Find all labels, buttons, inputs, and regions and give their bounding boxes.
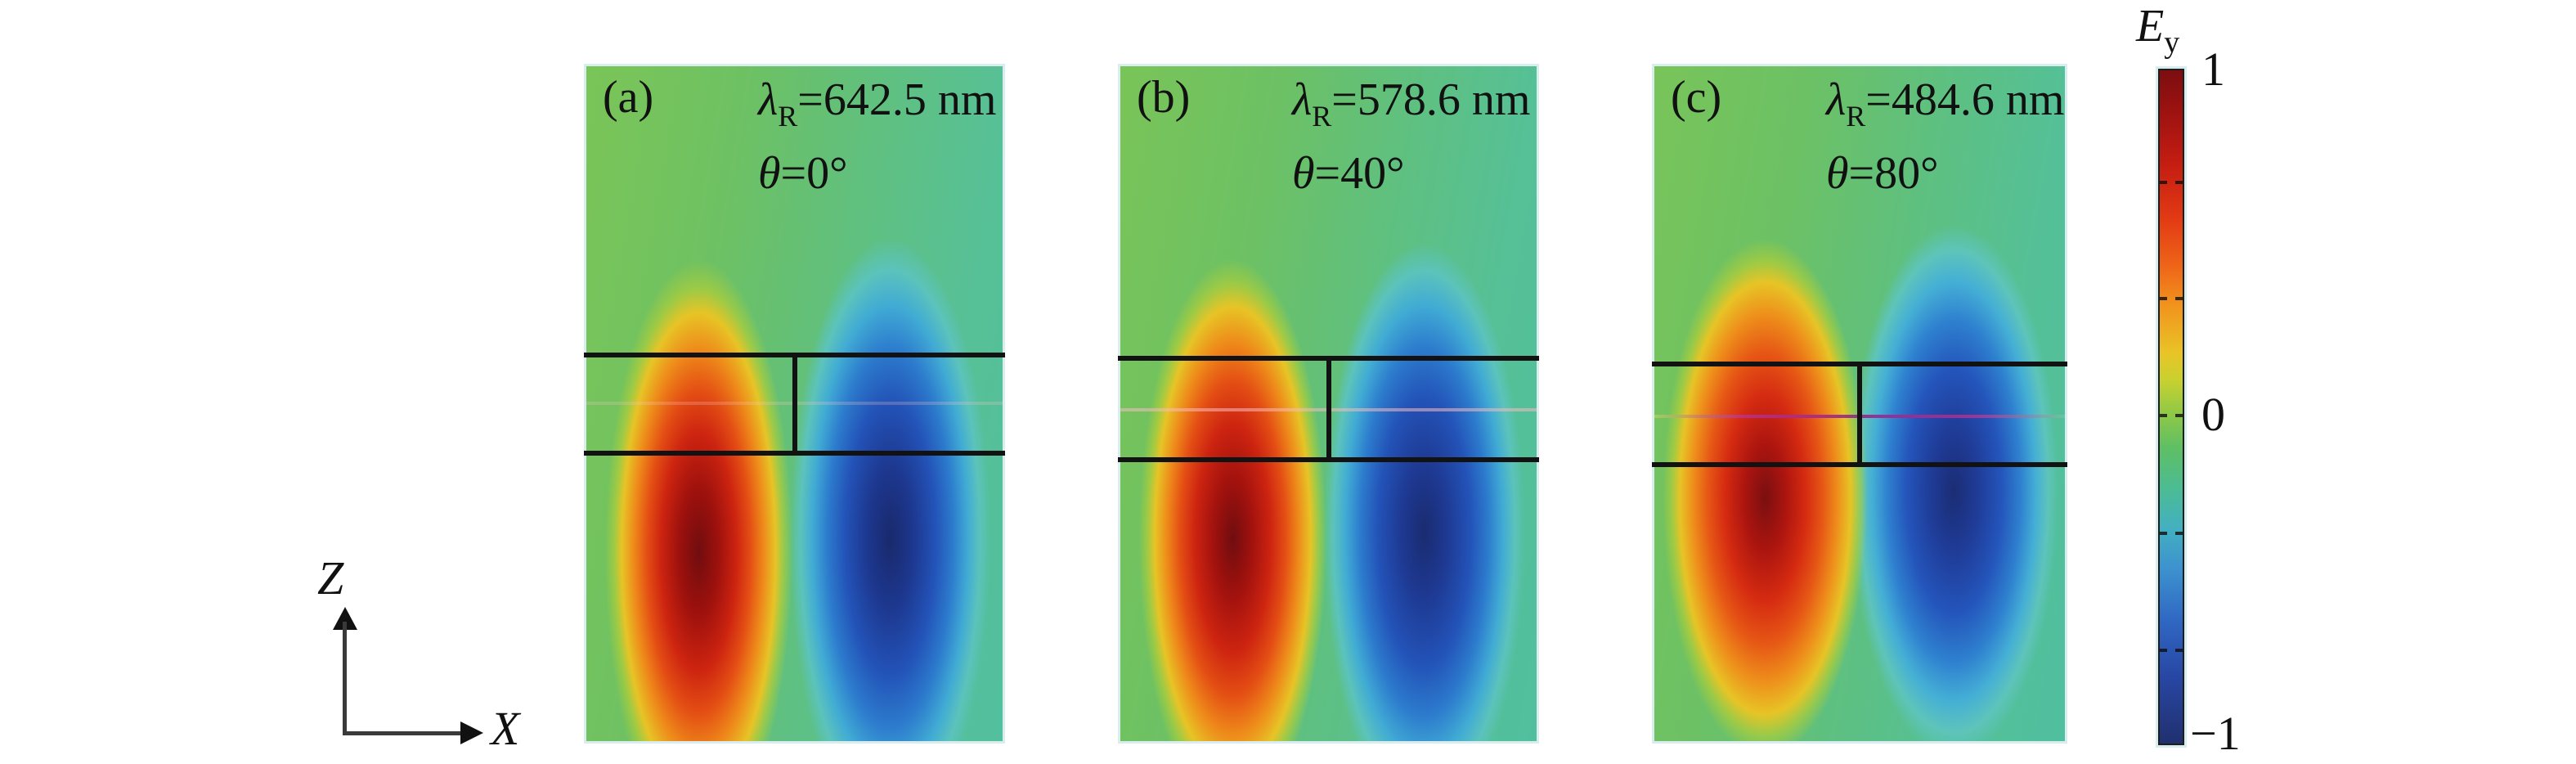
wavelength-annotation: λR=578.6 nm	[1292, 71, 1530, 145]
lambda-value: =484.6 nm	[1865, 74, 2065, 125]
colorbar-tick	[2175, 181, 2183, 184]
lambda-symbol: λ	[1826, 74, 1847, 125]
colorbar-tick	[2160, 297, 2167, 300]
theta-value: =0°	[780, 148, 848, 199]
colorbar-tick	[2175, 649, 2183, 652]
lambda-subscript: R	[778, 100, 798, 133]
colorbar-tick	[2175, 297, 2183, 300]
slab-bottom-boundary	[1118, 457, 1539, 462]
angle-annotation: θ=80°	[1826, 145, 2064, 202]
z-axis-label: Z	[317, 551, 344, 604]
colorbar-tick-label-max: 1	[2201, 43, 2225, 96]
colorbar-tick	[2160, 532, 2167, 535]
lambda-value: =642.5 nm	[797, 74, 997, 125]
theta-value: =80°	[1848, 148, 1939, 199]
lambda-symbol: λ	[758, 74, 779, 125]
lambda-subscript: R	[1312, 100, 1332, 133]
slab-center-divider	[1326, 361, 1331, 457]
theta-value: =40°	[1314, 148, 1405, 199]
colorbar-gradient	[2158, 69, 2184, 745]
panel-label: (a)	[603, 72, 654, 123]
colorbar-tick	[2175, 414, 2183, 417]
colorbar-tick-label-min: −1	[2190, 707, 2241, 760]
colorbar-tick	[2160, 414, 2167, 417]
panel-label: (b)	[1137, 72, 1191, 123]
slab-center-divider	[792, 357, 797, 451]
theta-symbol: θ	[758, 148, 781, 199]
panel-label: (c)	[1671, 72, 1722, 123]
colorbar-title-symbol: E	[2136, 1, 2165, 52]
z-axis-line	[343, 622, 347, 735]
slab-top-boundary	[1652, 362, 2067, 366]
lambda-subscript: R	[1846, 100, 1866, 133]
slab-top-boundary	[584, 353, 1005, 357]
field-panel-b: (b) λR=578.6 nm θ=40°	[1118, 64, 1539, 744]
theta-symbol: θ	[1826, 148, 1849, 199]
field-panel-c: (c) λR=484.6 nm θ=80°	[1652, 64, 2067, 744]
slab-top-boundary	[1118, 356, 1539, 361]
panel-annotation: λR=484.6 nm θ=80°	[1826, 71, 2064, 202]
colorbar-tick-label-zero: 0	[2201, 388, 2225, 441]
x-axis-line	[343, 731, 464, 735]
wavelength-annotation: λR=642.5 nm	[758, 71, 996, 145]
slab-center-divider	[1857, 366, 1862, 462]
colorbar-tick	[2160, 649, 2167, 652]
x-axis-label: X	[491, 702, 520, 755]
lambda-value: =578.6 nm	[1331, 74, 1531, 125]
wavelength-annotation: λR=484.6 nm	[1826, 71, 2064, 145]
colorbar	[2156, 66, 2187, 748]
panel-annotation: λR=642.5 nm θ=0°	[758, 71, 996, 202]
lambda-symbol: λ	[1292, 74, 1313, 125]
colorbar-tick	[2175, 532, 2183, 535]
colorbar-tick	[2160, 181, 2167, 184]
theta-symbol: θ	[1292, 148, 1315, 199]
colorbar-title: Ey	[2136, 3, 2179, 58]
x-axis-arrow-icon	[460, 721, 483, 744]
field-panel-a: (a) λR=642.5 nm θ=0°	[584, 64, 1005, 744]
panel-annotation: λR=578.6 nm θ=40°	[1292, 71, 1530, 202]
colorbar-title-subscript: y	[2164, 25, 2180, 60]
angle-annotation: θ=40°	[1292, 145, 1530, 202]
slab-bottom-boundary	[584, 451, 1005, 456]
angle-annotation: θ=0°	[758, 145, 996, 202]
slab-bottom-boundary	[1652, 462, 2067, 467]
